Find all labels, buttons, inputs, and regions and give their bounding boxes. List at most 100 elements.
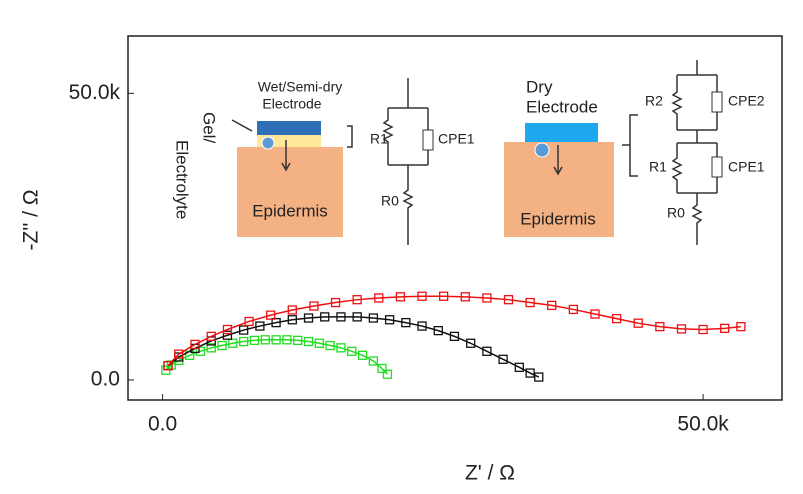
annotation: CPE1 xyxy=(728,159,765,175)
data-point xyxy=(374,293,384,303)
data-point xyxy=(676,324,687,334)
data-point xyxy=(417,291,427,301)
data-point xyxy=(611,313,622,324)
data-point xyxy=(482,293,492,303)
data-point xyxy=(287,315,297,325)
annotation: Gel/ xyxy=(200,112,219,143)
ion xyxy=(261,136,275,150)
inset-right: Dry Electrode Epidermis R2 CPE2 R1 CPE1 … xyxy=(504,60,765,245)
data-point xyxy=(239,336,249,347)
y-tick-label: 0.0 xyxy=(91,367,120,390)
data-point xyxy=(293,335,303,346)
data-point xyxy=(287,305,297,315)
data-point xyxy=(368,313,379,323)
data-point xyxy=(195,346,206,356)
data-point xyxy=(720,323,730,333)
data-point xyxy=(482,346,492,356)
annotation: R1 xyxy=(649,159,667,175)
cpe xyxy=(711,91,723,113)
data-point xyxy=(449,331,460,342)
data-point xyxy=(736,321,746,332)
data-point xyxy=(330,297,341,308)
data-point xyxy=(438,291,449,301)
data-point xyxy=(525,297,535,308)
fit-line xyxy=(167,316,540,378)
data-point xyxy=(466,338,476,348)
data-point xyxy=(384,315,395,325)
data-point xyxy=(655,321,665,332)
data-point xyxy=(352,295,362,305)
data-point xyxy=(417,321,427,331)
annotation: R0 xyxy=(381,193,399,209)
annotation: Electrolyte xyxy=(173,140,192,219)
data-point xyxy=(266,310,276,320)
data-point xyxy=(633,318,643,328)
electrode xyxy=(257,121,321,135)
data-point xyxy=(325,340,335,351)
data-point xyxy=(460,292,470,302)
annotation: Wet/Semi-dry xyxy=(258,79,343,95)
fit-line xyxy=(167,295,742,367)
data-point xyxy=(255,321,265,331)
circuit xyxy=(382,78,429,245)
inset-left: Wet/Semi-dry Electrode Gel/ Electrolyte … xyxy=(173,78,475,245)
data-point xyxy=(368,356,379,366)
circuit xyxy=(671,60,718,245)
data-point xyxy=(568,304,579,315)
annotation: R1 xyxy=(370,131,388,147)
data-point xyxy=(590,309,600,319)
data-point xyxy=(433,325,443,336)
data-point xyxy=(503,295,514,305)
data-point xyxy=(698,324,708,335)
x-axis-title: Z' / Ω xyxy=(465,462,515,485)
data-point xyxy=(174,349,184,359)
data-point xyxy=(320,312,330,322)
electrode xyxy=(525,123,598,142)
data-point xyxy=(547,300,557,311)
annotation: Epidermis xyxy=(252,201,328,220)
epidermis xyxy=(237,147,343,237)
annotation: Electrode xyxy=(262,96,321,112)
annotation: Electrode xyxy=(526,97,598,116)
data-point xyxy=(352,312,362,322)
data-point xyxy=(228,338,238,348)
data-point xyxy=(357,350,368,360)
y-tick-label: 50.0k xyxy=(69,81,121,104)
plot-frame xyxy=(127,35,783,401)
data-point xyxy=(303,313,314,323)
annotation: R2 xyxy=(645,93,663,109)
data-point xyxy=(163,360,173,371)
annotation: Dry xyxy=(526,77,553,96)
cpe xyxy=(711,156,723,178)
data-point xyxy=(222,324,233,335)
data-point xyxy=(217,340,227,351)
data-point xyxy=(260,335,270,345)
data-point xyxy=(303,336,314,347)
data-point xyxy=(190,339,200,350)
data-point xyxy=(382,369,393,379)
data-point xyxy=(282,335,292,345)
x-tick-label: 0.0 xyxy=(148,413,177,436)
data-point xyxy=(377,363,387,374)
data-point xyxy=(336,343,346,353)
data-point xyxy=(309,301,319,311)
data-point xyxy=(249,335,260,346)
data-point xyxy=(244,316,254,327)
data-point xyxy=(239,325,249,335)
data-point xyxy=(271,317,281,328)
data-point xyxy=(347,346,357,356)
data-point xyxy=(401,317,411,328)
data-point xyxy=(206,343,216,353)
ion xyxy=(534,142,550,158)
data-point xyxy=(498,354,508,364)
data-point xyxy=(534,372,544,382)
data-point xyxy=(222,330,233,340)
cpe xyxy=(422,129,434,151)
x-tick-label: 50.0k xyxy=(677,413,729,436)
y-axis-title: -Z'' / Ω xyxy=(20,189,43,250)
annotation: Epidermis xyxy=(520,209,596,228)
data-point xyxy=(314,338,324,348)
annotation: CPE2 xyxy=(728,93,765,109)
data-point xyxy=(395,292,406,302)
